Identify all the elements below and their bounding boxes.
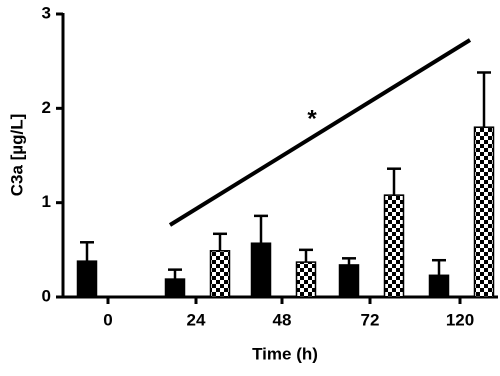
x-axis-label: Time (h) [252,344,318,363]
bar [383,194,405,298]
trend-line [168,38,472,227]
bar [250,242,272,298]
y-tick-label: 1 [42,192,51,211]
y-tick-label: 0 [42,286,51,305]
bar [428,274,450,298]
bar [209,250,231,298]
x-tick-label: 0 [103,310,112,329]
bar [338,264,360,298]
bar [295,261,317,298]
bar [164,278,186,298]
bar [76,260,98,298]
x-tick-label: 72 [361,310,380,329]
x-tick-label: 48 [273,310,292,329]
y-axis-label: C3a [µg/L] [7,114,26,197]
y-tick-label: 2 [42,98,51,117]
x-tick-label: 120 [446,310,474,329]
annotation: * [307,105,317,132]
x-tick-label: 24 [187,310,206,329]
y-tick-label: 3 [42,3,51,22]
bar [473,126,495,298]
